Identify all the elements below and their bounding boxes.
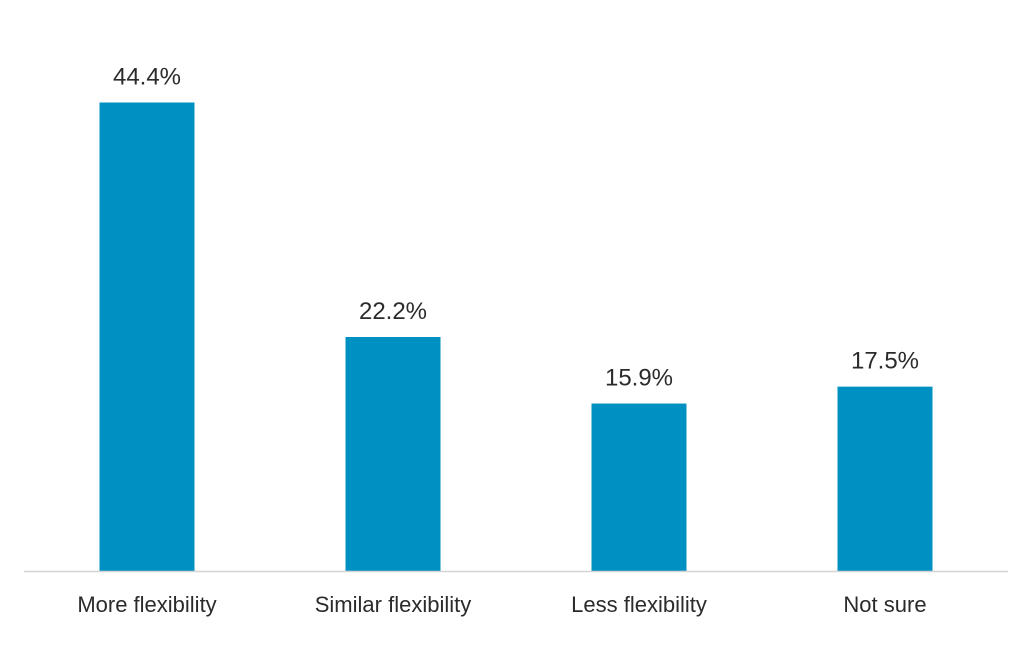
category-label-similar-flexibility: Similar flexibility: [315, 592, 471, 617]
category-label-less-flexibility: Less flexibility: [571, 592, 707, 617]
bars-group: [99, 102, 933, 572]
value-labels-group: 44.4% 22.2% 15.9% 17.5%: [113, 64, 919, 392]
value-label-more-flexibility: 44.4%: [113, 64, 181, 91]
value-label-not-sure: 17.5%: [851, 348, 919, 375]
bar-less-flexibility: [591, 403, 687, 572]
category-labels-group: More flexibility Similar flexibility Less …: [77, 592, 926, 617]
value-label-less-flexibility: 15.9%: [605, 365, 673, 392]
category-label-not-sure: Not sure: [843, 592, 926, 617]
category-label-more-flexibility: More flexibility: [77, 592, 216, 617]
bar-more-flexibility: [99, 102, 195, 572]
value-label-similar-flexibility: 22.2%: [359, 298, 427, 325]
bar-not-sure: [837, 386, 933, 572]
bar-similar-flexibility: [345, 337, 441, 572]
